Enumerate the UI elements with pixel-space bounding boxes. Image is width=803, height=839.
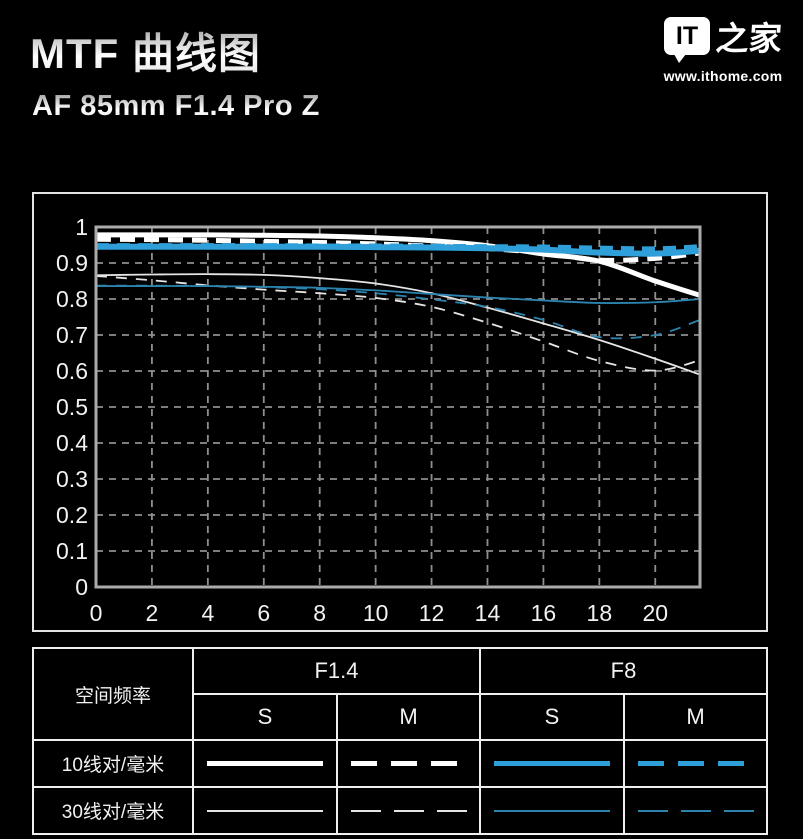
sample-cell: [192, 786, 338, 835]
y-tick-label: 1: [75, 214, 88, 240]
sample-cell: [336, 786, 481, 835]
line-sample: [637, 761, 754, 766]
x-tick-label: 6: [257, 600, 270, 626]
x-tick-label: 12: [419, 600, 445, 626]
page-title: MTF 曲线图: [30, 20, 261, 81]
sample-cell: [192, 739, 338, 788]
y-tick-label: 0.5: [56, 394, 88, 420]
logo-url: www.ithome.com: [663, 68, 783, 84]
row-label-10lpmm: 10线对/毫米: [32, 739, 194, 788]
subheader-f14-s: S: [192, 693, 338, 741]
group-header-f1-4: F1.4: [192, 647, 481, 695]
ithome-logo-mark: IT 之家: [653, 10, 793, 63]
curve-f14-m-30: [95, 275, 701, 372]
x-tick-label: 2: [146, 600, 159, 626]
sample-cell: [479, 786, 625, 835]
plot-border: [94, 225, 702, 589]
sample-cell: [336, 739, 481, 788]
line-sample: [350, 809, 467, 812]
x-tick-label: 4: [201, 600, 214, 626]
lens-name-subtitle: AF 85mm F1.4 Pro Z: [32, 90, 320, 122]
x-tick-label: 16: [531, 600, 557, 626]
x-tick-label: 10: [363, 600, 389, 626]
curve-f8-m-30: [95, 284, 701, 340]
group-header-f8: F8: [479, 647, 768, 695]
line-sample: [207, 809, 323, 812]
y-tick-label: 0.3: [56, 466, 88, 492]
sample-cell: [479, 739, 625, 788]
logo-brand-text: 之家: [714, 19, 784, 58]
y-tick-label: 0.6: [56, 358, 88, 384]
spatial-frequency-label: 空间频率: [32, 647, 194, 741]
x-tick-label: 8: [313, 600, 326, 626]
x-tick-label: 18: [587, 600, 613, 626]
x-tick-label: 14: [475, 600, 501, 626]
curve-f8-m-10: [95, 243, 701, 253]
y-tick-label: 0.7: [56, 322, 88, 348]
legend-table: 空间频率 F1.4 F8 S M S M 10线对/毫米 30线对/毫米: [32, 647, 768, 835]
line-sample: [207, 761, 323, 766]
y-tick-label: 0.4: [56, 430, 88, 456]
line-sample: [494, 809, 610, 812]
y-tick-label: 0.9: [56, 250, 88, 276]
curve-f14-s-30: [95, 273, 701, 376]
y-tick-label: 0.1: [56, 538, 88, 564]
line-sample: [350, 761, 467, 766]
y-tick-label: 0: [75, 574, 88, 600]
subheader-f14-m: M: [336, 693, 481, 741]
mtf-chart-box: 0 0.1 0.2 0.3 0.4 0.5 0.6 0.7 0.8 0.9 1 0 2 4 6 8 10 12 14…: [32, 192, 768, 632]
mtf-chart-svg: 00.10.20.30.40.50.60.70.80.910 2 4 6 8 10 12 14…: [56, 214, 702, 626]
line-sample: [637, 809, 754, 812]
curve-f14-m-10: [95, 236, 701, 263]
sample-cell: [623, 739, 768, 788]
ithome-logo: IT 之家 www.ithome.com: [653, 10, 793, 84]
subheader-f8-m: M: [623, 693, 768, 741]
legend-table-wrap: 空间频率 F1.4 F8 S M S M 10线对/毫米 30线对/毫米: [32, 647, 768, 835]
row-label-30lpmm: 30线对/毫米: [32, 786, 194, 835]
x-tick-label: 20: [642, 600, 668, 626]
sample-cell: [623, 786, 768, 835]
logo-it-text: IT: [675, 21, 699, 50]
subheader-f8-s: S: [479, 693, 625, 741]
y-tick-label: 0.2: [56, 502, 88, 528]
speech-bubble-icon: IT: [664, 17, 710, 63]
line-sample: [494, 761, 610, 766]
y-tick-label: 0.8: [56, 286, 88, 312]
x-tick-label: 0: [90, 600, 103, 626]
